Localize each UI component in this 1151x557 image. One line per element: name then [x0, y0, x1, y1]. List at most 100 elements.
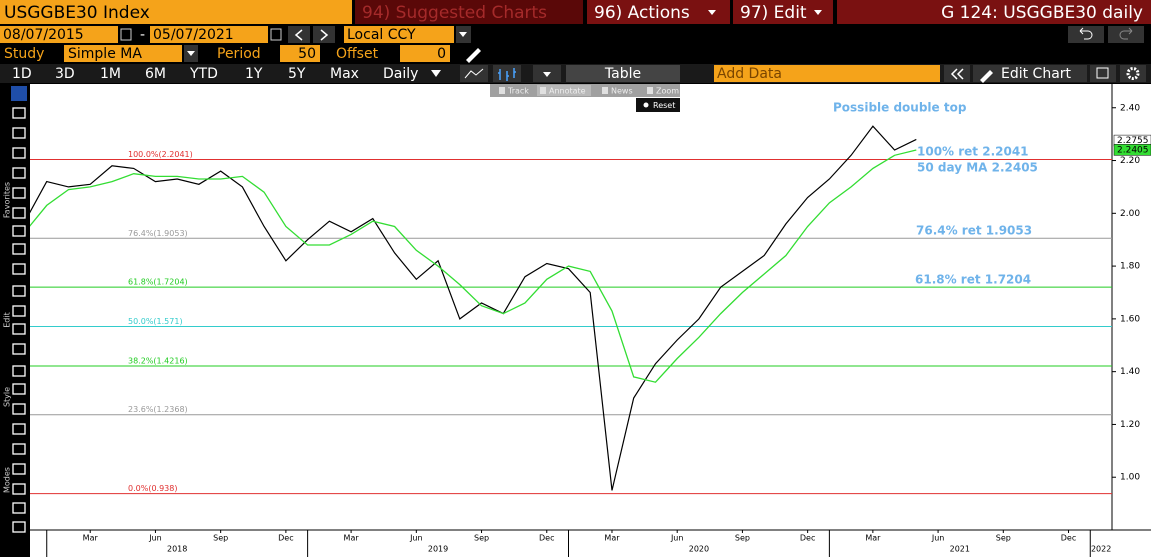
edit-chart-button[interactable] — [973, 65, 1087, 82]
x-tick-label: Dec — [539, 534, 554, 543]
redo-button[interactable] — [1108, 26, 1144, 43]
range-button[interactable]: 1D — [12, 66, 32, 82]
x-tick-label: Jun — [670, 534, 684, 543]
tool-icon[interactable] — [12, 147, 26, 159]
tool-icon — [602, 87, 608, 94]
study: Simple MA — [68, 46, 142, 62]
currency-input[interactable] — [344, 26, 454, 43]
edit-icon — [1096, 67, 1109, 79]
table-label: Table — [604, 66, 641, 82]
add-data-input[interactable] — [714, 65, 940, 82]
pen-icon — [980, 70, 993, 83]
prev-button[interactable] — [288, 26, 310, 43]
tool-icon[interactable] — [12, 323, 26, 335]
annotation: 61.8% ret 1.7204 — [915, 273, 1031, 287]
tool-icon[interactable] — [12, 463, 26, 475]
date-separator: - — [140, 27, 145, 43]
range-button[interactable]: 1M — [100, 66, 121, 82]
tool-icon[interactable] — [12, 343, 26, 355]
retracement-label: 100.0%(2.2041) — [128, 150, 193, 159]
tool-label[interactable]: Track — [507, 87, 529, 96]
range-button[interactable]: 5Y — [288, 66, 306, 82]
y-tick-label: 1.20 — [1120, 420, 1140, 430]
menu-label: 96) Actions — [594, 3, 690, 23]
tool-label[interactable]: Annotate — [549, 87, 586, 96]
x-tick-label: Mar — [604, 534, 620, 543]
tool-icon[interactable] — [12, 403, 26, 415]
year-label: 2019 — [428, 545, 448, 554]
year-label: 2020 — [689, 545, 709, 554]
x-tick-label: Sep — [213, 534, 228, 543]
retracement-label: 76.4%(1.9053) — [128, 229, 188, 238]
calendar-icon[interactable] — [270, 28, 282, 41]
tool-icon[interactable] — [12, 167, 26, 179]
tool-icon[interactable] — [12, 365, 26, 377]
tool-icon[interactable] — [12, 483, 26, 495]
security: USGGBE30 Index — [4, 3, 150, 23]
period-input[interactable] — [280, 45, 320, 62]
prev-arrow — [294, 29, 303, 41]
tool-icon[interactable] — [12, 225, 26, 237]
tool-icon[interactable] — [12, 187, 26, 199]
dropdown-arrow — [187, 51, 195, 56]
currency: Local CCY — [347, 27, 416, 43]
next-button[interactable] — [313, 26, 335, 43]
menu-button[interactable] — [355, 0, 583, 24]
redo-icon — [1119, 27, 1133, 40]
tool-icon[interactable] — [12, 285, 26, 297]
security-box[interactable] — [0, 0, 352, 24]
calendar-icon[interactable] — [120, 28, 132, 41]
range-button[interactable]: 1Y — [245, 66, 263, 82]
start-input[interactable] — [0, 26, 118, 43]
table-button[interactable] — [566, 65, 680, 82]
dropdown-arrow — [543, 72, 551, 77]
tool-icon[interactable] — [12, 521, 26, 533]
tool-icon[interactable] — [12, 502, 26, 514]
period: 50 — [298, 46, 316, 62]
year-label: 2018 — [167, 545, 187, 554]
sidebar-label: Edit — [3, 312, 12, 328]
menu-label: 97) Edit — [740, 3, 807, 23]
y-tick-label: 1.60 — [1120, 314, 1140, 324]
menu-button[interactable] — [587, 0, 730, 24]
offset-label: Offset — [336, 46, 379, 62]
x-tick-label: Jun — [931, 534, 945, 543]
x-tick-label: Dec — [278, 534, 293, 543]
tool-label[interactable]: Zoom — [656, 87, 679, 96]
tool-icon[interactable] — [12, 423, 26, 435]
tool-icon[interactable] — [12, 263, 26, 275]
x-tick-label: Mar — [344, 534, 360, 543]
tool-icon[interactable] — [12, 243, 26, 255]
tool-icon[interactable] — [12, 107, 26, 119]
undo-icon — [1079, 27, 1093, 40]
x-tick-label: Dec — [800, 534, 815, 543]
tool-icon[interactable] — [12, 305, 26, 317]
pen-icon[interactable] — [466, 48, 481, 63]
range-button[interactable]: Max — [330, 66, 359, 82]
tool-icon[interactable] — [12, 127, 26, 139]
tool-icon[interactable] — [12, 443, 26, 455]
y-tick-label: 1.40 — [1120, 367, 1140, 377]
tool-icon[interactable] — [12, 207, 26, 219]
collapse-button[interactable] — [944, 65, 970, 82]
x-tick-label: Jun — [409, 534, 423, 543]
offset-input[interactable] — [400, 45, 450, 62]
undo-button[interactable] — [1068, 26, 1104, 43]
retracement-label: 61.8%(1.7204) — [128, 278, 188, 287]
series-line — [30, 125, 917, 491]
end-input[interactable] — [150, 26, 268, 43]
y-tick-label: 1.80 — [1120, 262, 1140, 272]
reset-button[interactable] — [636, 98, 680, 112]
range-button[interactable]: 3D — [55, 66, 75, 82]
tool-icon[interactable] — [12, 383, 26, 395]
range-button[interactable]: 6M — [145, 66, 166, 82]
x-tick-label: Sep — [996, 534, 1011, 543]
range-button[interactable]: YTD — [189, 66, 218, 82]
collapse-icon — [950, 68, 964, 80]
tool-label[interactable]: News — [611, 87, 633, 96]
study-input[interactable] — [64, 45, 182, 62]
end-date: 05/07/2021 — [153, 27, 234, 43]
gear-button[interactable] — [1120, 65, 1146, 82]
frequency[interactable]: Daily — [383, 66, 418, 82]
